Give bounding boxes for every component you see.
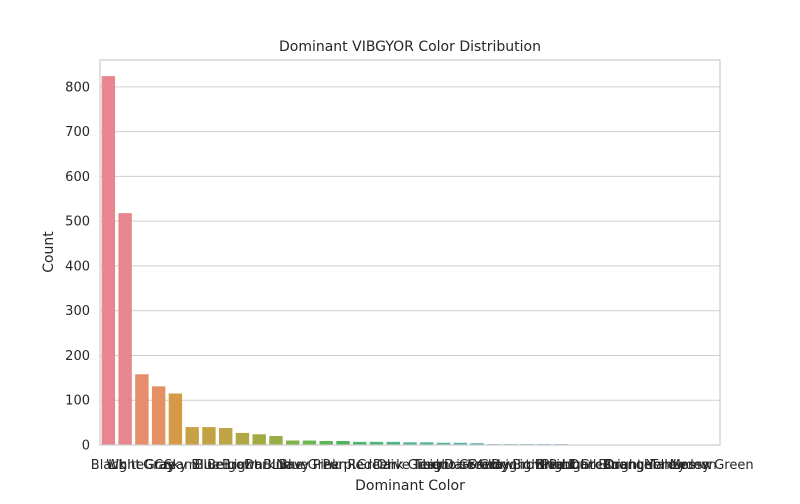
bar: [236, 433, 249, 445]
bar: [269, 436, 282, 445]
y-tick-label: 300: [65, 304, 90, 319]
y-axis-label: Count: [41, 231, 57, 273]
bar: [102, 76, 115, 445]
bar: [286, 441, 299, 445]
bar: [169, 394, 182, 445]
y-tick-label: 200: [65, 349, 90, 364]
bar: [152, 386, 165, 445]
y-tick-label: 400: [65, 259, 90, 274]
y-tick-label: 700: [65, 125, 90, 140]
bar: [219, 428, 232, 445]
y-tick-label: 500: [65, 215, 90, 230]
x-axis-label: Dominant Color: [355, 478, 465, 494]
y-tick-label: 600: [65, 170, 90, 185]
bar: [252, 434, 265, 445]
x-tick-label: Mossy Green: [670, 458, 754, 473]
bar: [202, 427, 215, 445]
y-tick-label: 0: [82, 439, 90, 454]
bar: [118, 213, 131, 445]
bar: [336, 441, 349, 445]
y-tick-label: 100: [65, 394, 90, 409]
bar: [185, 427, 198, 445]
bar: [303, 441, 316, 445]
chart-title: Dominant VIBGYOR Color Distribution: [279, 39, 541, 55]
plot-area: [100, 60, 720, 445]
y-axis-tick-labels: 0 100 200 300 400 500 600 700 800: [65, 80, 90, 453]
bar: [320, 441, 333, 445]
bar: [135, 374, 148, 445]
y-tick-label: 800: [65, 80, 90, 95]
